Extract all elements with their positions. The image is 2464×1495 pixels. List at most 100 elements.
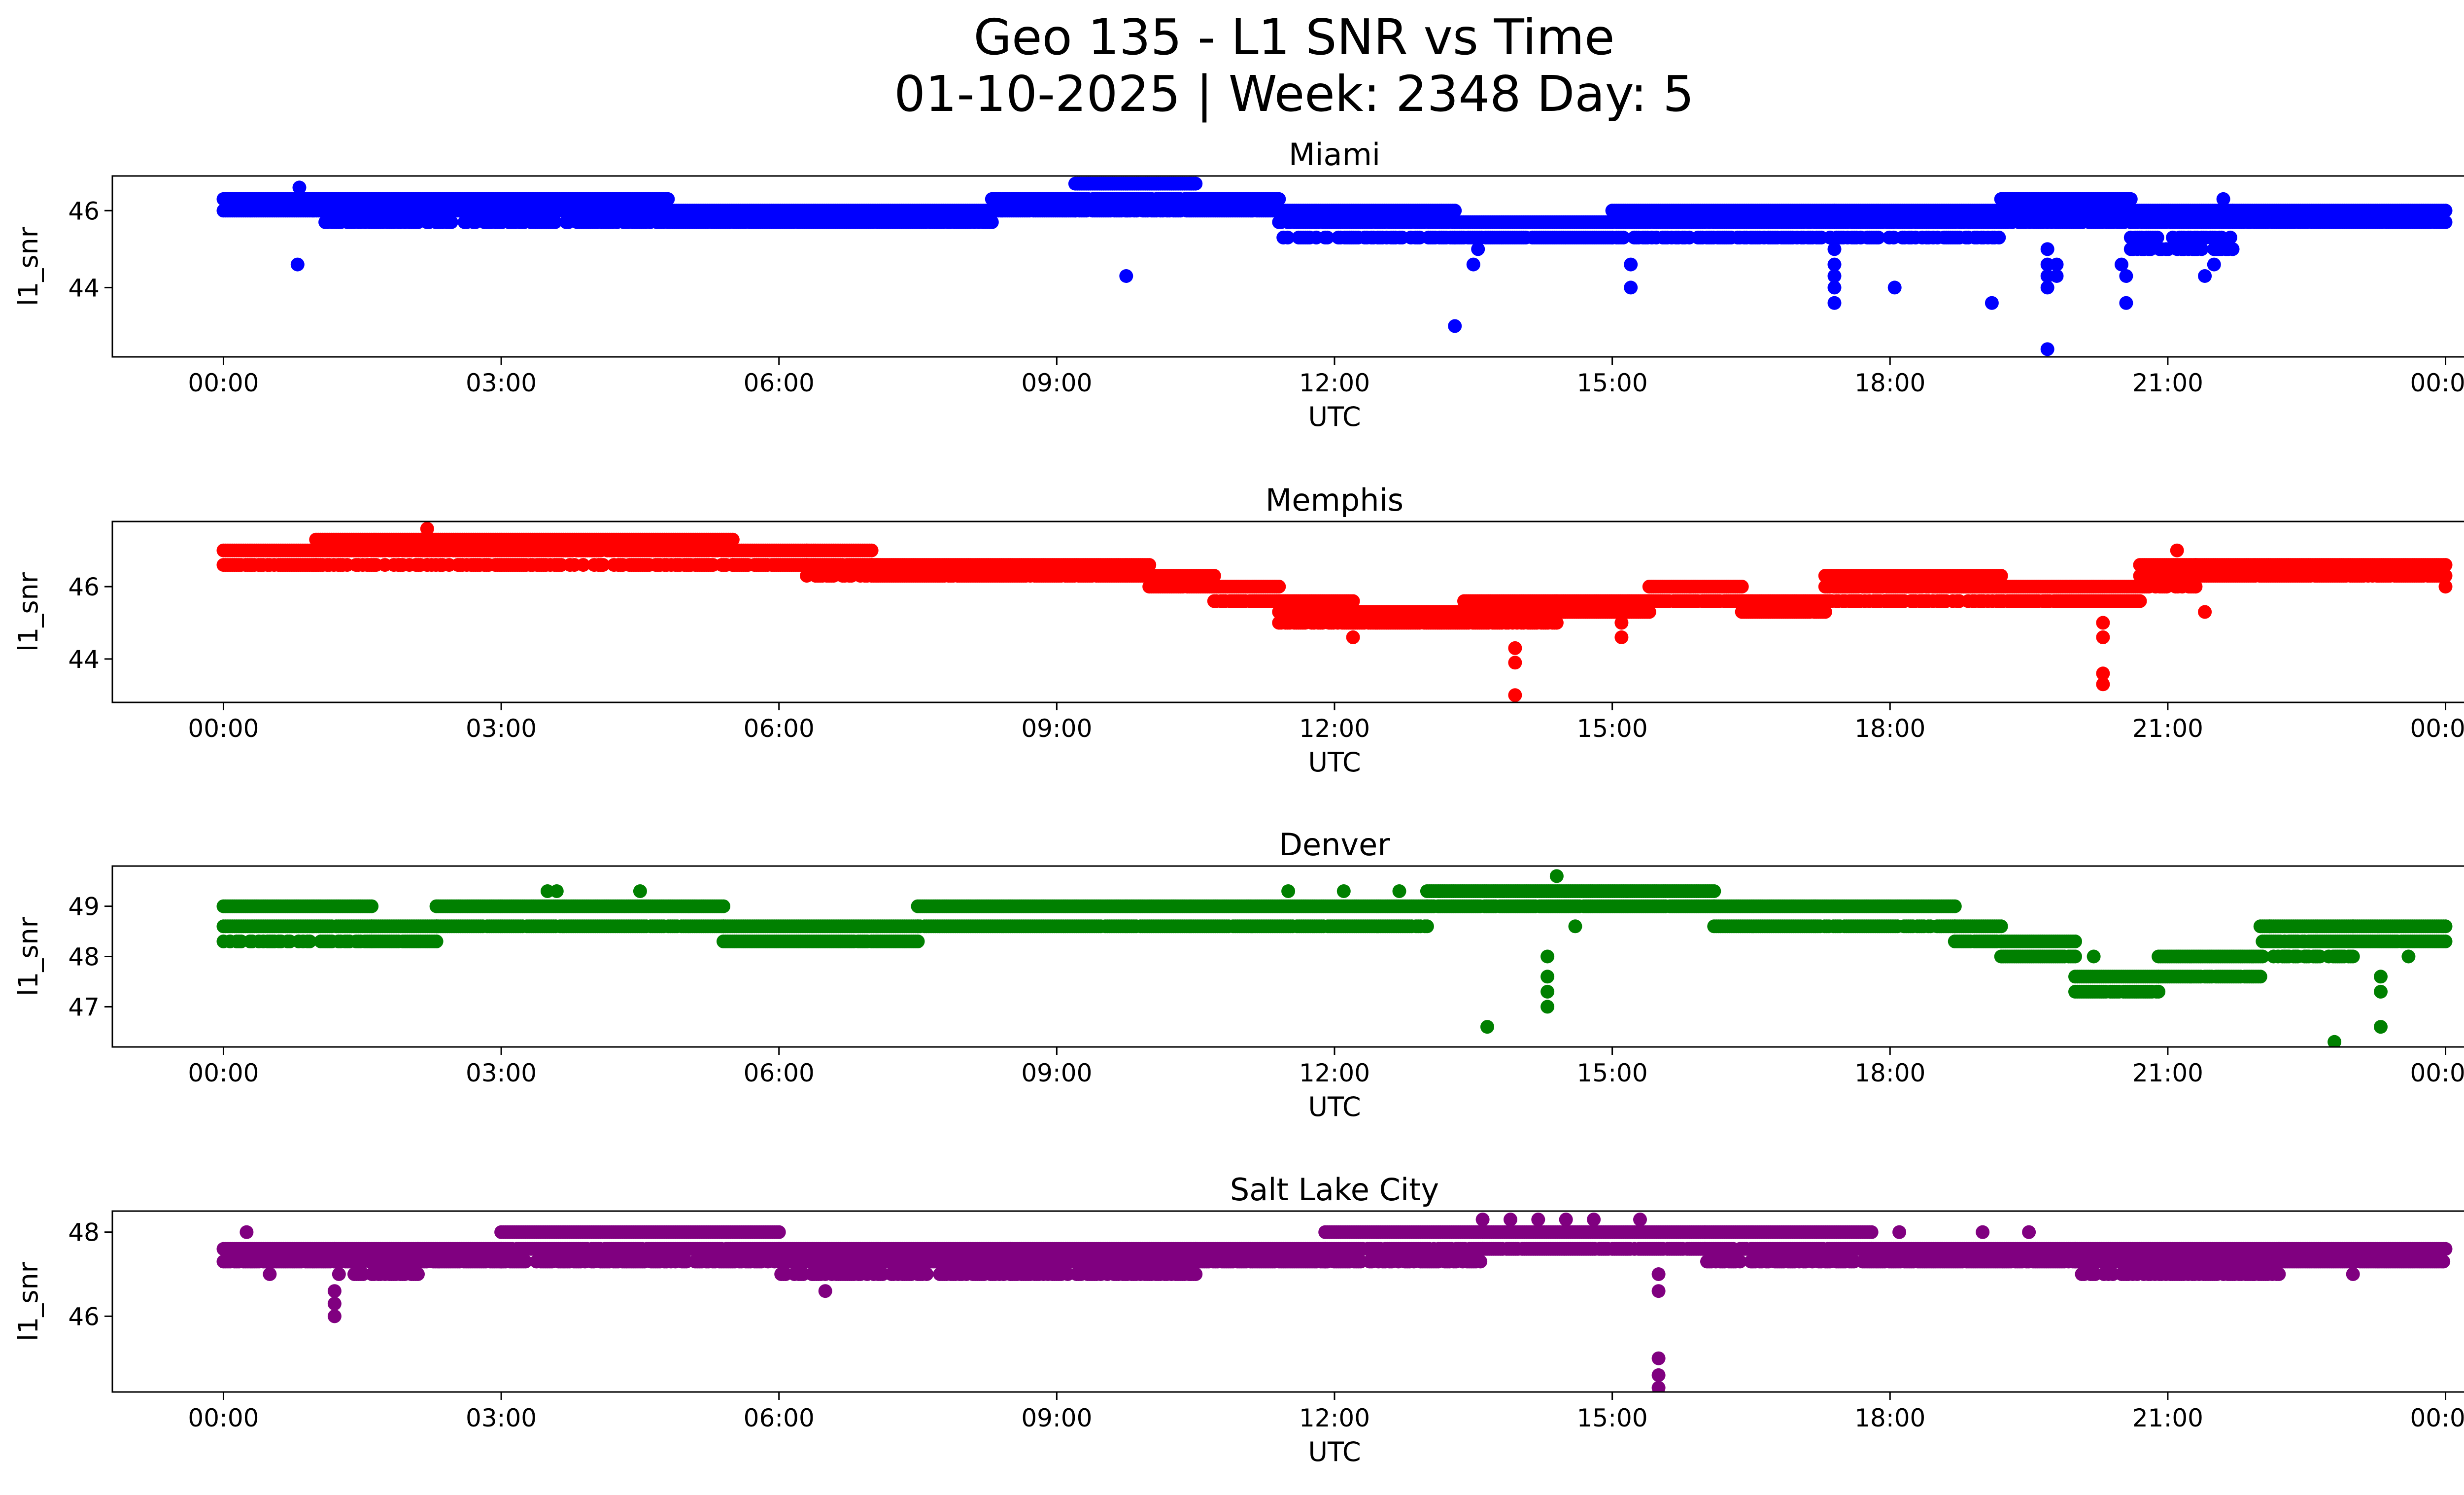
miami-outlier-point — [2216, 192, 2230, 206]
memphis-title: Memphis — [1266, 482, 1403, 518]
memphis-point — [2133, 594, 2147, 608]
memphis-outlier-point — [2198, 605, 2212, 619]
miami-outlier-point — [290, 257, 305, 272]
figure-title-line2: 01-10-2025 | Week: 2348 Day: 5 — [894, 65, 1694, 123]
miami-point — [2123, 192, 2138, 206]
memphis-point — [1142, 558, 1157, 572]
miami-xtick-label: 21:00 — [2132, 369, 2203, 397]
miami-xtick-label: 09:00 — [1021, 369, 1092, 397]
memphis-outlier-point — [2189, 580, 2203, 594]
miami-outlier-point — [2119, 296, 2133, 310]
miami-xtick-label: 18:00 — [1854, 369, 1925, 397]
miami-outlier-point — [2207, 257, 2221, 272]
memphis-point — [1818, 605, 1832, 619]
miami-outlier-point — [1827, 257, 1842, 272]
miami-point — [1272, 192, 1286, 206]
miami-xtick-label: 15:00 — [1577, 369, 1648, 397]
memphis-outlier-point — [2096, 666, 2110, 681]
memphis-xlabel: UTC — [1308, 747, 1361, 778]
memphis-outlier-point — [1508, 656, 1522, 670]
denver-title: Denver — [1279, 827, 1390, 863]
miami-point — [1281, 230, 1295, 244]
miami-outlier-point — [2040, 342, 2054, 356]
miami-xlabel: UTC — [1308, 401, 1361, 432]
memphis-point — [1642, 605, 1656, 619]
memphis-point — [2438, 569, 2453, 583]
miami-outlier-point — [1624, 257, 1638, 272]
figure-title-line1: Geo 135 - L1 SNR vs Time — [974, 8, 1615, 66]
memphis-xtick-label: 09:00 — [1021, 714, 1092, 743]
miami-outlier-point — [1466, 257, 1480, 272]
miami-outlier-point — [1827, 296, 1842, 310]
miami-ytick-label: 46 — [68, 197, 100, 225]
memphis-data-points — [216, 522, 2453, 702]
miami-outlier-point — [2115, 257, 2128, 272]
memphis-outlier-point — [2096, 630, 2110, 644]
memphis-xtick-label: 15:00 — [1577, 714, 1648, 743]
miami-outlier-point — [2198, 269, 2212, 283]
memphis-outlier-point — [420, 522, 434, 536]
memphis-outlier-point — [1508, 688, 1522, 702]
miami-point — [1189, 176, 1203, 191]
miami-outlier-point — [1119, 269, 1133, 283]
memphis-outlier-point — [2096, 616, 2110, 630]
memphis-xtick-label: 03:00 — [466, 714, 537, 743]
miami-xtick-label: 03:00 — [466, 369, 537, 397]
miami-outlier-point — [2050, 269, 2064, 283]
miami-ytick-label: 44 — [68, 274, 100, 302]
miami-point — [1992, 230, 2006, 244]
memphis-outlier-point — [1614, 630, 1629, 644]
miami-outlier-point — [1448, 319, 1462, 333]
memphis-xtick-label: 06:00 — [744, 714, 815, 743]
miami-outlier-point — [1624, 280, 1638, 295]
miami-outlier-point — [2040, 280, 2054, 295]
memphis-point — [576, 558, 590, 572]
miami-point — [1616, 230, 1630, 244]
miami-point — [1871, 230, 1885, 244]
miami-outlier-point — [1827, 242, 1842, 256]
memphis-outlier-point — [2096, 677, 2110, 692]
memphis-point — [1994, 569, 2008, 583]
miami-xtick-label: 00:00 — [188, 369, 259, 397]
memphis-xtick-label: 00:00 — [2410, 714, 2464, 743]
memphis-point — [1207, 569, 1221, 583]
memphis-point — [1272, 580, 1286, 594]
memphis-xtick-label: 18:00 — [1854, 714, 1925, 743]
memphis-point — [1735, 580, 1749, 594]
miami-title: Miami — [1289, 137, 1380, 173]
memphis-outlier-point — [1614, 616, 1629, 630]
miami-outlier-point — [2050, 257, 2064, 272]
miami-outlier-point — [1827, 280, 1842, 295]
miami-point — [985, 215, 999, 229]
miami-outlier-point — [1827, 269, 1842, 283]
miami-xtick-label: 06:00 — [744, 369, 815, 397]
memphis-xtick-label: 21:00 — [2132, 714, 2203, 743]
miami-outlier-point — [2225, 242, 2240, 256]
miami-outlier-point — [1985, 296, 1999, 310]
memphis-xtick-label: 00:00 — [188, 714, 259, 743]
memphis-point — [864, 543, 879, 557]
memphis-outlier-point — [2170, 543, 2184, 557]
miami-outlier-point — [2040, 242, 2054, 256]
miami-point — [661, 192, 675, 206]
memphis-ytick-label: 44 — [68, 645, 100, 674]
memphis-point — [1346, 594, 1360, 608]
miami-point — [444, 215, 458, 229]
denver-point — [365, 899, 379, 913]
miami-point — [2150, 230, 2164, 244]
memphis-point — [2438, 558, 2453, 572]
miami-point — [548, 215, 562, 229]
miami-outlier-point — [292, 180, 307, 195]
memphis-xtick-label: 12:00 — [1299, 714, 1370, 743]
miami-xtick-label: 12:00 — [1299, 369, 1370, 397]
miami-point — [1320, 230, 1335, 244]
panel-memphis: Memphis 00:00 03:00 06:00 09:00 12:00 15:00 18:… — [13, 482, 2464, 778]
memphis-outlier-point — [1508, 641, 1522, 655]
miami-ylabel: l1_snr — [13, 226, 44, 306]
memphis-outlier-point — [2438, 580, 2453, 594]
memphis-outlier-point — [1346, 630, 1360, 644]
memphis-ytick-label: 46 — [68, 573, 100, 601]
